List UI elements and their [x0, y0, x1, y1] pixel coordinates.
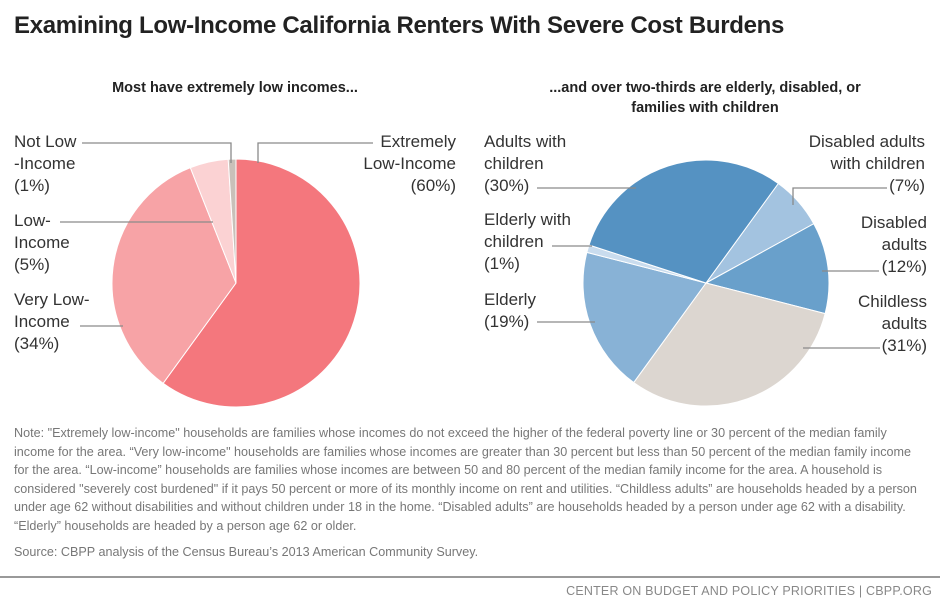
label-line: Extremely — [380, 132, 456, 151]
slice-label-disabled-adults: Disabled adults (12%) — [861, 212, 927, 278]
label-line: adults — [881, 235, 927, 254]
slice-label-disabled-adults-with-children: Disabled adults with children (7%) — [809, 131, 925, 197]
label-line: -Income — [14, 154, 76, 173]
slice-label-childless-adults: Childless adults (31%) — [858, 291, 927, 357]
data-label: (19%) — [484, 312, 530, 331]
slice-label-not-low-income: Not Low -Income (1%) — [14, 131, 76, 197]
chart-source: Source: CBPP analysis of the Census Bure… — [14, 545, 479, 559]
label-line: adults — [881, 314, 927, 333]
leader-line — [257, 142, 373, 163]
right-chart-subtitle: ...and over two-thirds are elderly, disa… — [505, 78, 905, 118]
slice-label-low-income: Low- Income (5%) — [14, 210, 70, 276]
left-pie — [111, 158, 361, 408]
label-line: Elderly — [484, 290, 536, 309]
slice-label-adults-with-children: Adults with children (30%) — [484, 131, 566, 197]
slice-label-elderly: Elderly (19%) — [484, 289, 536, 333]
right-pie — [582, 159, 830, 407]
label-line: Income — [14, 233, 70, 252]
leader-line — [82, 142, 232, 163]
leader-lines — [60, 142, 887, 349]
divider — [0, 576, 940, 578]
label-line: Low-Income — [363, 154, 456, 173]
data-label: (31%) — [881, 336, 927, 355]
pie-slice-disabled-adults — [704, 223, 830, 315]
left-chart-subtitle: Most have extremely low incomes... — [112, 80, 358, 96]
label-line: Childless — [858, 292, 927, 311]
label-line: Disabled — [860, 213, 927, 232]
subtitle-line: families with children — [631, 100, 779, 116]
data-label: (30%) — [484, 176, 530, 195]
leader-line — [792, 187, 887, 205]
label-line: Low- — [14, 211, 51, 230]
data-label: (1%) — [14, 176, 50, 195]
label-line: Disabled adults — [808, 132, 925, 151]
label-line: with children — [830, 154, 926, 173]
label-line: children — [484, 232, 544, 251]
slice-label-very-low-income: Very Low- Income (34%) — [14, 289, 90, 355]
pie-slice-not-low-income — [227, 158, 237, 284]
data-label: (7%) — [889, 176, 925, 195]
chart-note: Note: "Extremely low-income" households … — [14, 426, 917, 533]
pie-slice-extremely-low-income — [162, 158, 361, 408]
data-label: (1%) — [484, 254, 520, 273]
data-label: (60%) — [410, 176, 456, 195]
label-line: Income — [14, 312, 70, 331]
slice-label-elderly-with-children: Elderly with children (1%) — [484, 209, 571, 275]
pie-charts — [60, 142, 887, 408]
pie-slice-adults-with-children — [588, 159, 779, 284]
data-label: (5%) — [14, 255, 50, 274]
label-line: Not Low — [14, 132, 77, 151]
footer-credit: CENTER ON BUDGET AND POLICY PRIORITIES |… — [566, 584, 932, 598]
label-line: Very Low- — [14, 290, 90, 309]
pie-slice-elderly — [582, 251, 707, 384]
label-line: children — [484, 154, 544, 173]
slice-label-extremely-low-income: Extremely Low-Income (60%) — [363, 131, 456, 197]
subtitle-line: ...and over two-thirds are elderly, disa… — [549, 80, 861, 96]
chart-title: Examining Low-Income California Renters … — [14, 12, 785, 39]
pie-slice-childless-adults — [633, 282, 826, 407]
data-label: (12%) — [881, 257, 927, 276]
label-line: Adults with — [484, 132, 567, 151]
data-label: (34%) — [14, 334, 60, 353]
label-line: Elderly with — [484, 210, 571, 229]
